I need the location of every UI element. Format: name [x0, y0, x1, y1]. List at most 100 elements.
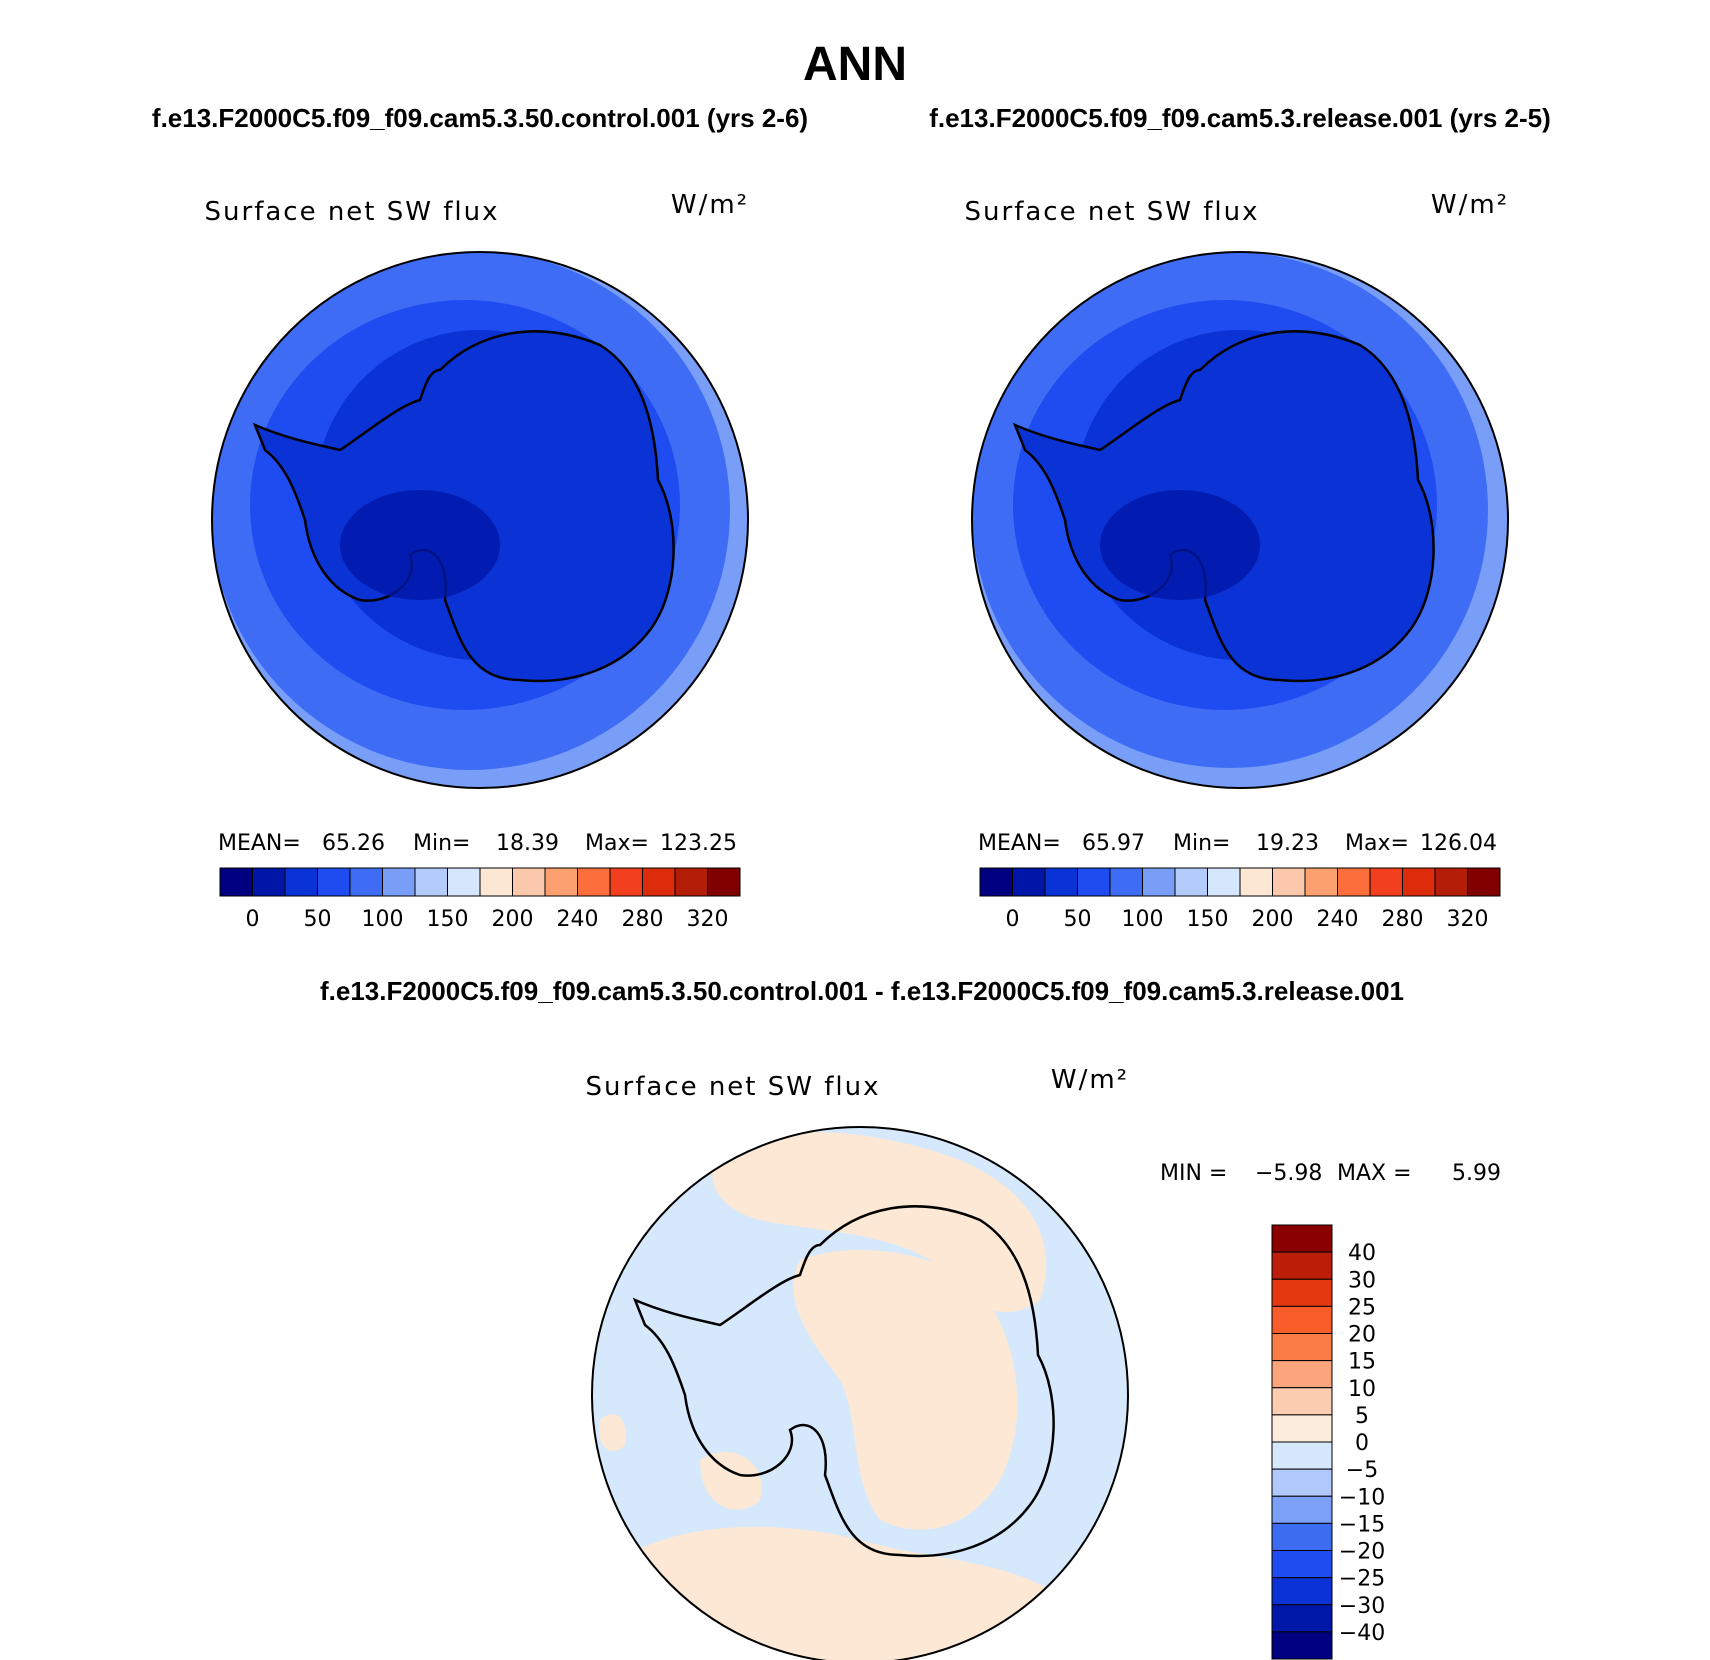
colorbar-swatch — [1271, 1495, 1333, 1524]
panel-control-stats: MEAN= 65.26 Min= 18.39 Max= 123.25 — [218, 831, 737, 856]
panel-control: Surface net SW flux W/m² MEAN= 65.26 Min… — [205, 190, 749, 932]
colorbar-swatch — [1271, 1550, 1333, 1579]
stat-min-value: 19.23 — [1256, 831, 1319, 856]
panel-release-map-border — [971, 251, 1509, 789]
colorbar-tick-label: −15 — [1339, 1512, 1385, 1537]
colorbar-swatch — [1272, 867, 1306, 897]
top-left-case-label: f.e13.F2000C5.f09_f09.cam5.3.50.control.… — [152, 103, 808, 133]
colorbar-swatch — [1271, 1360, 1333, 1389]
colorbar-swatch — [512, 867, 546, 897]
stat-min-label: Min= — [1173, 831, 1230, 856]
colorbar-tick-label: −20 — [1339, 1540, 1385, 1565]
colorbar-swatch — [642, 867, 676, 897]
panel-difference-map — [592, 1127, 1128, 1660]
colorbar-tick-label: 100 — [1122, 907, 1164, 932]
panel-release: Surface net SW flux W/m² MEAN= 65.97 Min… — [965, 190, 1509, 932]
colorbar-swatch — [219, 867, 253, 897]
colorbar-tick-label: −10 — [1339, 1485, 1385, 1510]
colorbar-swatch — [349, 867, 383, 897]
colorbar-tick-label: 0 — [246, 907, 260, 932]
colorbar-tick-label: 30 — [1348, 1268, 1376, 1293]
stat-mean-value: 65.26 — [322, 831, 385, 856]
colorbar-swatch — [1271, 1251, 1333, 1280]
colorbar-tick-label: 200 — [1252, 907, 1294, 932]
colorbar-tick-label: 150 — [1187, 907, 1229, 932]
colorbar-tick-label: −40 — [1339, 1621, 1385, 1646]
colorbar-tick-label: 20 — [1348, 1323, 1376, 1348]
stat-min-label: MIN = — [1160, 1161, 1227, 1186]
panel-control-map — [212, 252, 748, 788]
colorbar-tick-label: 0 — [1355, 1431, 1369, 1456]
stat-max-label: MAX = — [1337, 1161, 1412, 1186]
colorbar-swatch — [1271, 1278, 1333, 1307]
colorbar-swatch — [1271, 1305, 1333, 1334]
stat-max-label: Max= — [1345, 831, 1409, 856]
stat-min-label: Min= — [413, 831, 470, 856]
colorbar-tick-label: 280 — [1382, 907, 1424, 932]
diff-positive-patch — [599, 1414, 626, 1451]
colorbar-tick-label: 10 — [1348, 1377, 1376, 1402]
panel-difference-stats: MIN = −5.98 MAX = 5.99 — [1160, 1161, 1501, 1186]
colorbar-tick-label: −30 — [1339, 1594, 1385, 1619]
colorbar-swatch — [1337, 867, 1371, 897]
diff-positive-patch — [793, 1250, 1018, 1530]
colorbar-tick-label: −5 — [1346, 1458, 1378, 1483]
colorbar-swatch — [284, 867, 318, 897]
stat-max-value: 123.25 — [660, 831, 737, 856]
colorbar-swatch — [1271, 1387, 1333, 1416]
colorbar-swatch — [1271, 1414, 1333, 1443]
colorbar-tick-label: 40 — [1348, 1241, 1376, 1266]
colorbar-swatch — [1271, 1468, 1333, 1497]
colorbar-swatch — [414, 867, 448, 897]
panel-release-map — [972, 252, 1508, 788]
panel-release-units: W/m² — [1431, 190, 1509, 220]
colorbar-tick-label: 5 — [1355, 1404, 1369, 1429]
stat-max-value: 5.99 — [1452, 1161, 1501, 1186]
colorbar-swatch — [1174, 867, 1208, 897]
stat-mean-label: MEAN= — [978, 831, 1061, 856]
panel-control-map-border — [211, 251, 749, 789]
colorbar-tick-label: 320 — [687, 907, 729, 932]
colorbar-swatch — [674, 867, 708, 897]
panel-control-colorbar: 0 50 100 150 200 240 280 320 — [219, 867, 741, 932]
colorbar-swatch — [1271, 1577, 1333, 1606]
colorbar-swatch — [1142, 867, 1176, 897]
diff-positive-patch — [712, 1131, 1047, 1313]
colorbar-swatch — [1304, 867, 1338, 897]
colorbar-tick-label: 280 — [622, 907, 664, 932]
colorbar-tick-label: 320 — [1447, 907, 1489, 932]
colorbar-tick-label: 50 — [304, 907, 332, 932]
colorbar-swatch — [1271, 1224, 1333, 1253]
map-level-core — [1100, 490, 1260, 600]
colorbar-swatch — [1271, 1333, 1333, 1362]
colorbar-tick-label: 25 — [1348, 1295, 1376, 1320]
colorbar-tick-label: 100 — [362, 907, 404, 932]
colorbar-swatch — [382, 867, 416, 897]
panel-control-units: W/m² — [671, 190, 749, 220]
colorbar-swatch — [1369, 867, 1403, 897]
panel-release-title: Surface net SW flux — [965, 197, 1260, 227]
colorbar-tick-label: 50 — [1064, 907, 1092, 932]
colorbar-swatch — [1271, 1604, 1333, 1633]
colorbar-swatch — [1207, 867, 1241, 897]
colorbar-swatch — [479, 867, 513, 897]
colorbar-tick-label: 150 — [427, 907, 469, 932]
colorbar-tick-label: 0 — [1006, 907, 1020, 932]
colorbar-swatch — [317, 867, 351, 897]
colorbar-swatch — [1077, 867, 1111, 897]
panel-difference: Surface net SW flux W/m² MIN = −5.98 MAX… — [586, 1065, 1501, 1660]
panel-difference-units: W/m² — [1051, 1065, 1129, 1095]
panel-difference-title: Surface net SW flux — [586, 1072, 881, 1102]
colorbar-swatch — [1434, 867, 1468, 897]
panel-difference-map-border — [591, 1126, 1129, 1660]
colorbar-swatch — [979, 867, 1013, 897]
colorbar-swatch — [544, 867, 578, 897]
colorbar-swatch — [1012, 867, 1046, 897]
colorbar-tick-label: 200 — [492, 907, 534, 932]
diff-positive-patch — [700, 1452, 762, 1510]
panel-control-title: Surface net SW flux — [205, 197, 500, 227]
colorbar-swatch — [1044, 867, 1078, 897]
panel-release-colorbar: 0 50 100 150 200 240 280 320 — [979, 867, 1501, 932]
